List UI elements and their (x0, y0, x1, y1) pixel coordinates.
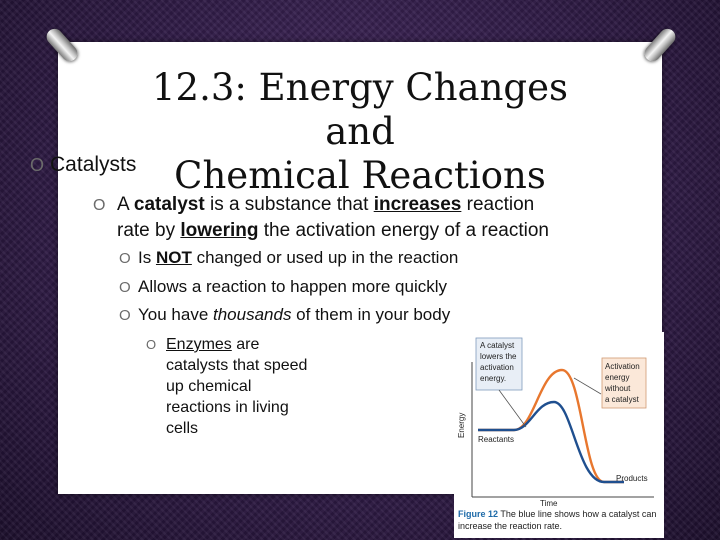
callout-right-line-4: a catalyst (605, 395, 640, 404)
text-fragment: is a substance that (204, 194, 374, 215)
caption-label: Figure 12 (458, 509, 499, 519)
text-fragment: You have (138, 305, 213, 324)
callout-right-box (601, 357, 647, 409)
callout-left-arrow (498, 389, 527, 428)
callout-left-line-2: lowers the (480, 352, 517, 361)
callout-left-line-4: energy. (480, 374, 506, 383)
catalyzed-curve (478, 400, 624, 484)
term-catalyst: catalyst (133, 194, 205, 215)
bullet-level2-line2: rate by lowering the activation energy o… (93, 218, 633, 243)
uncatalyzed-curve (478, 368, 624, 484)
text-fragment: are (231, 336, 260, 353)
term-enzymes: Enzymes (166, 336, 232, 353)
bullet-marker: O (30, 155, 45, 175)
title-line-1: 12.3: Energy Changes and (152, 66, 568, 153)
bullet-level3-3: O You have thousands of them in your body (119, 305, 450, 325)
text-fragment: Is (138, 248, 156, 267)
term-increases: increases (373, 194, 462, 215)
text-fragment: rate by (117, 220, 181, 241)
term-not: NOT (155, 248, 192, 267)
text-line: catalysts that speed (166, 357, 308, 374)
callout-right-arrow (573, 377, 602, 395)
bullet-level3-2: O Allows a reaction to happen more quickl… (119, 277, 447, 297)
text-fragment: of them in your body (291, 305, 451, 324)
bullet-marker: O (93, 197, 106, 214)
reactants-label: Reactants (478, 435, 514, 444)
title-line-2: Chemical Reactions (174, 154, 546, 197)
text-fragment: reaction (461, 194, 535, 215)
x-axis-label: Time (540, 499, 558, 508)
bullet-level3-1: O Is NOT changed or used up in the reacti… (119, 248, 458, 268)
callout-right-line-3: without (604, 384, 631, 393)
callout-right-line-1: Activation (605, 362, 640, 371)
bullet-marker: O (119, 279, 131, 296)
term-thousands: thousands (213, 305, 292, 324)
energy-diagram: A catalyst lowers the activation energy.… (457, 337, 654, 508)
energy-diagram-figure: A catalyst lowers the activation energy.… (454, 332, 664, 538)
bullet-level1-text: Catalysts (50, 153, 137, 176)
bullet-marker: O (146, 337, 157, 352)
bullet-marker: O (119, 250, 131, 267)
text-line: up chemical (166, 378, 252, 395)
slide-title: 12.3: Energy Changes and Chemical Reacti… (120, 66, 600, 198)
bullet-marker: O (119, 307, 131, 324)
callout-right-line-2: energy (605, 373, 629, 382)
term-lowering: lowering (180, 220, 259, 241)
bullet-level4: O Enzymes are catalysts that speed up che… (146, 334, 341, 439)
products-label: Products (616, 474, 648, 483)
text-fragment: changed or used up in the reaction (191, 248, 459, 267)
callout-left-line-3: activation (480, 363, 514, 372)
text-line: cells (166, 420, 199, 437)
text-line: reactions in living (166, 399, 289, 416)
callout-left-line-1: A catalyst (480, 341, 515, 350)
bullet-level1: O Catalysts (30, 153, 136, 177)
y-axis-label: Energy (457, 413, 466, 438)
figure-caption: Figure 12 The blue line shows how a cata… (458, 508, 660, 532)
text-fragment: Allows a reaction to happen more quickly (138, 277, 447, 296)
text-fragment: the activation energy of a reaction (258, 220, 549, 241)
text-fragment: A (117, 194, 134, 215)
caption-text: The blue line shows how a catalyst can i… (458, 509, 657, 531)
